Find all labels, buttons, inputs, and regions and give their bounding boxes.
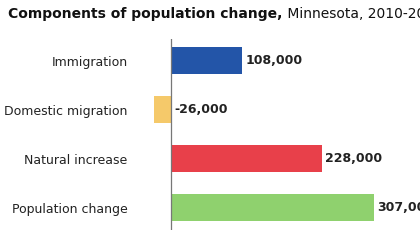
Bar: [171, 194, 374, 221]
Bar: [171, 145, 322, 172]
Text: 307,000: 307,000: [377, 201, 420, 214]
Text: -26,000: -26,000: [174, 103, 228, 116]
Text: 108,000: 108,000: [246, 54, 303, 67]
Text: 228,000: 228,000: [325, 152, 382, 165]
Bar: [171, 47, 242, 74]
Text: Components of population change,: Components of population change,: [8, 7, 283, 21]
Text: Minnesota, 2010-2018: Minnesota, 2010-2018: [283, 7, 420, 21]
Bar: [154, 96, 171, 123]
